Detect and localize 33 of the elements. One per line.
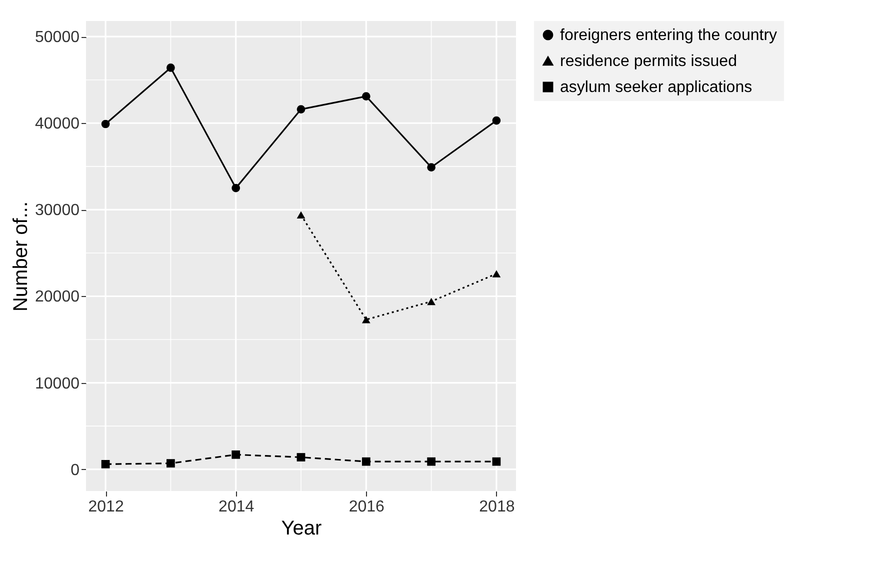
x-tick-label: 2012 — [88, 498, 124, 516]
point — [166, 64, 175, 72]
point — [296, 453, 306, 462]
x-tick-label: 2014 — [218, 498, 254, 516]
y-tick-label: 20000 — [35, 288, 80, 306]
y-tick-label: 0 — [70, 462, 80, 479]
x-tick-label: 2016 — [348, 498, 385, 516]
y-tick-label: 10000 — [35, 375, 80, 392]
point — [296, 211, 306, 219]
point — [362, 92, 370, 100]
point — [166, 459, 175, 468]
point — [492, 270, 501, 278]
point — [427, 163, 436, 172]
point — [492, 116, 501, 125]
point — [232, 450, 240, 459]
point — [101, 120, 110, 128]
point — [492, 457, 501, 466]
legend-label: foreigners entering the country — [560, 27, 778, 44]
x-tick-label: 2018 — [479, 498, 515, 516]
point — [362, 316, 370, 324]
y-tick-label: 40000 — [35, 116, 80, 133]
point — [101, 460, 110, 468]
legend-label: residence permits issued — [560, 53, 737, 70]
point — [427, 457, 436, 466]
legend-label: asylum seeker applications — [560, 79, 752, 96]
x-axis-title: Year — [281, 518, 322, 540]
y-axis-title: Number of... — [10, 201, 32, 312]
point — [362, 457, 370, 466]
point — [232, 184, 240, 192]
y-tick-label: 30000 — [35, 202, 80, 220]
y-tick-label: 50000 — [35, 29, 80, 46]
point — [296, 105, 306, 114]
point — [427, 298, 436, 306]
